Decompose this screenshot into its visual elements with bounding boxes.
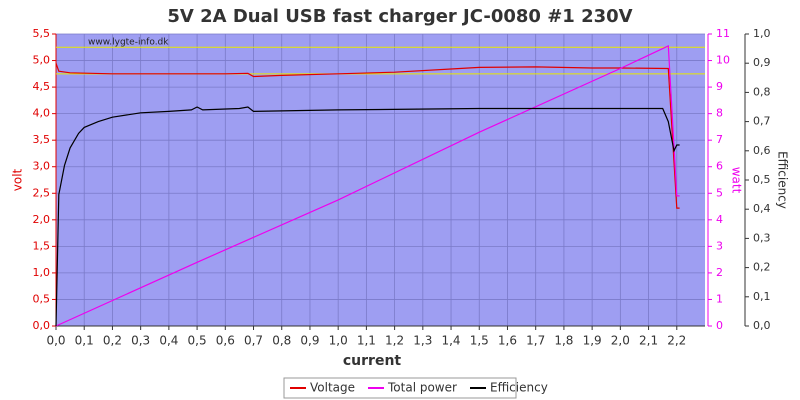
x-tick-label: 1,8 — [554, 334, 573, 348]
x-tick-label: 0,3 — [131, 334, 150, 348]
y-tick-label: 1,0 — [33, 266, 51, 279]
y-tick-label: 3,5 — [33, 133, 51, 146]
y-tick-label: 0,5 — [33, 292, 51, 305]
y-tick-label: 3,0 — [33, 160, 51, 173]
y3-tick-label: 0,1 — [753, 290, 771, 303]
x-tick-label: 0,9 — [300, 334, 319, 348]
y-tick-label: 4,5 — [33, 80, 51, 93]
y-tick-label: 5,5 — [33, 27, 51, 40]
x-tick-label: 1,7 — [526, 334, 545, 348]
y2-tick-label: 2 — [716, 266, 723, 279]
x-tick-label: 2,2 — [667, 334, 686, 348]
y3-tick-label: 0,2 — [753, 261, 771, 274]
y3-tick-label: 0,4 — [753, 202, 771, 215]
y2-axis-label: watt — [730, 167, 744, 194]
series-line — [55, 44, 680, 327]
y2-tick-label: 8 — [716, 107, 723, 120]
x-tick-label: 1,0 — [329, 334, 348, 348]
y2-tick-label: 7 — [716, 133, 723, 146]
x-tick-label: 0,5 — [188, 334, 207, 348]
legend-label: Voltage — [310, 381, 355, 395]
x-tick-label: 1,9 — [583, 334, 602, 348]
x-tick-label: 0,8 — [272, 334, 291, 348]
x-tick-label: 1,4 — [441, 334, 460, 348]
chart-title: 5V 2A Dual USB fast charger JC-0080 #1 2… — [167, 6, 632, 27]
y3-tick-label: 0,6 — [753, 144, 771, 157]
y3-tick-label: 0,3 — [753, 231, 771, 244]
y-tick-label: 4,0 — [33, 107, 51, 120]
y-tick-label: 2,5 — [33, 186, 51, 199]
x-axis-label: current — [343, 353, 402, 369]
y2-tick-label: 4 — [716, 213, 723, 226]
y-axis-label: volt — [11, 168, 25, 191]
y-tick-label: 0,0 — [33, 319, 51, 332]
y2-tick-label: 11 — [716, 27, 730, 40]
y3-tick-label: 0,7 — [753, 115, 771, 128]
y2-tick-label: 9 — [716, 80, 723, 93]
x-tick-label: 1,3 — [413, 334, 432, 348]
legend-label: Efficiency — [490, 381, 548, 395]
y2-tick-label: 6 — [716, 160, 723, 173]
legend-box — [283, 377, 517, 399]
x-tick-label: 0,7 — [244, 334, 263, 348]
y3-tick-label: 0,0 — [753, 319, 771, 332]
y3-tick-label: 0,8 — [753, 85, 771, 98]
x-tick-label: 0,4 — [159, 334, 178, 348]
x-tick-label: 1,5 — [470, 334, 489, 348]
legend-label: Total power — [387, 381, 457, 395]
x-tick-label: 0,0 — [46, 334, 65, 348]
y2-tick-label: 0 — [716, 319, 723, 332]
y3-tick-label: 0,5 — [753, 173, 771, 186]
x-tick-label: 0,2 — [103, 334, 122, 348]
y2-tick-label: 3 — [716, 239, 723, 252]
watermark: www.lygte-info.dk — [88, 38, 169, 48]
y2-tick-label: 5 — [716, 186, 723, 199]
x-tick-label: 1,1 — [357, 334, 376, 348]
y-tick-label: 2,0 — [33, 213, 51, 226]
series-line — [55, 63, 680, 209]
x-tick-label: 1,2 — [385, 334, 404, 348]
y-tick-label: 5,0 — [33, 54, 51, 67]
x-tick-label: 0,1 — [75, 334, 94, 348]
y2-tick-label: 10 — [716, 54, 730, 67]
series-line — [55, 106, 680, 327]
y3-tick-label: 0,9 — [753, 56, 771, 69]
y3-axis-label: Efficiency — [776, 151, 790, 209]
y3-tick-label: 1,0 — [753, 27, 771, 40]
y2-tick-label: 1 — [716, 292, 723, 305]
x-tick-label: 2,0 — [611, 334, 630, 348]
x-tick-label: 0,6 — [216, 334, 235, 348]
y-tick-label: 1,5 — [33, 239, 51, 252]
x-tick-label: 2,1 — [639, 334, 658, 348]
x-tick-label: 1,6 — [498, 334, 517, 348]
